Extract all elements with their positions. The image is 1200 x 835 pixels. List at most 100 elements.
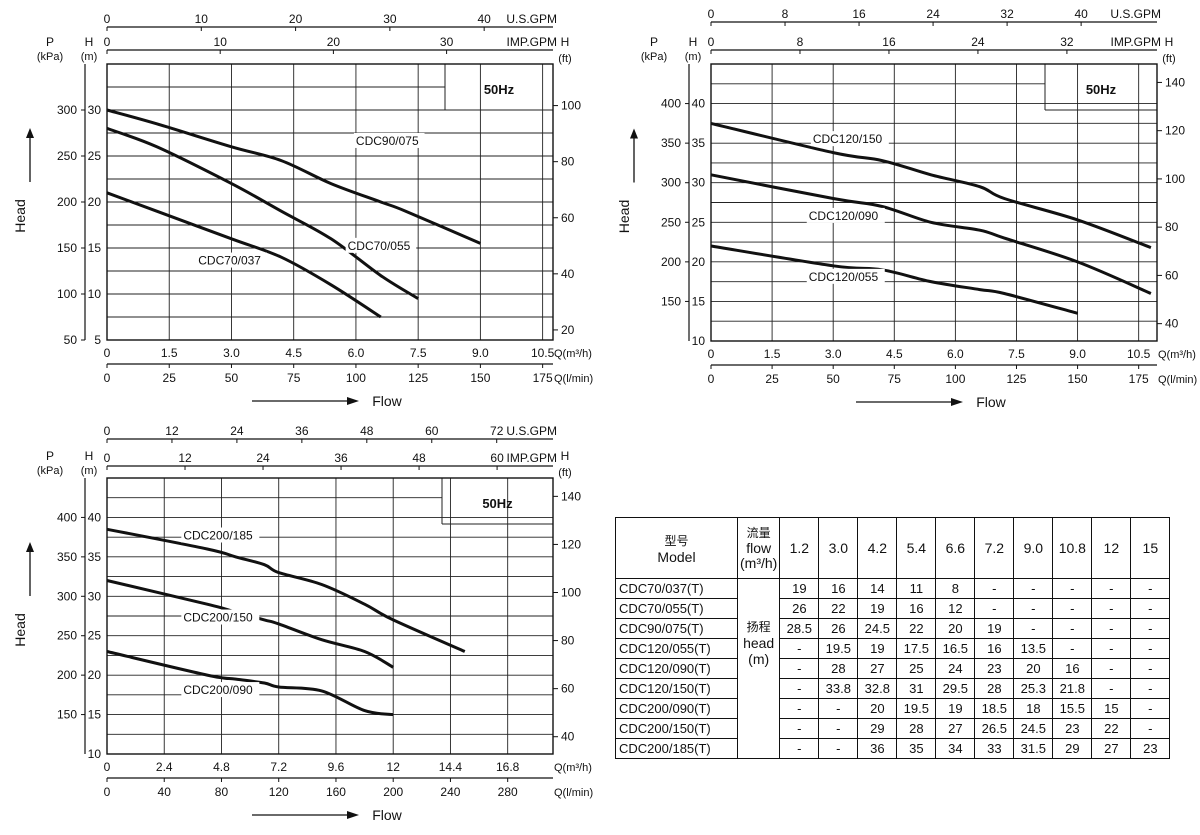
head-value-cell: 23 (1052, 718, 1093, 739)
series-label-CDC200-185: CDC200/185 (183, 529, 253, 543)
ft-axis-label: H (561, 449, 570, 463)
top-axis-tick-label: 8 (782, 7, 789, 21)
performance-table-wrapper: 型号 Model 流量 flow (m³/h) 1.2 3.0 4.2 5.4 6.6 7… (615, 517, 1171, 759)
ft-axis-tick-label: 20 (561, 323, 575, 337)
model-cell: CDC120/055(T) (615, 638, 738, 659)
model-header-cn: 型号 (664, 533, 689, 548)
performance-table: 型号 Model 流量 flow (m³/h) 1.2 3.0 4.2 5.4 6.6 7… (615, 517, 1171, 759)
p-axis-tick-label: 350 (661, 136, 681, 150)
x-axis-tick-label: 7.2 (270, 760, 287, 774)
ft-axis-unit: (ft) (558, 53, 571, 65)
h-axis-tick-label: 20 (88, 195, 102, 209)
x-axis-tick-label: 7.5 (1008, 347, 1025, 361)
plot-frame (710, 63, 1158, 342)
x-axis-tick-label: 6.0 (947, 347, 964, 361)
head-value-cell: 24 (935, 658, 976, 679)
head-value-cell: 18.5 (974, 698, 1015, 719)
head-value-cell: 29.5 (935, 678, 976, 699)
head-value-cell: 13.5 (1013, 638, 1054, 659)
top-axis-tick-label: 24 (230, 424, 244, 438)
x2-axis-tick-label: 40 (158, 785, 172, 799)
flow-col-header: 10.8 (1052, 517, 1093, 579)
head-label-cn: 扬程 (746, 620, 771, 634)
h-axis-tick-label: 30 (88, 589, 102, 603)
head-value-cell: 16 (974, 638, 1015, 659)
head-value-cell: - (1130, 678, 1171, 699)
chart-1: 50Hz 0 10 20 30 40 U.S.GPM 0 10 20 30 IMP.GPM 5 10 15 2… (12, 12, 593, 409)
head-value-cell: 22 (818, 598, 859, 619)
top-axis-tick-label: 60 (490, 451, 504, 465)
head-value-cell: - (818, 738, 859, 759)
x-axis-tick-label: 16.8 (496, 760, 520, 774)
top-axis-tick-label: 24 (256, 451, 270, 465)
head-value-cell: 21.8 (1052, 678, 1093, 699)
head-value-cell: 29 (1052, 738, 1093, 759)
head-value-cell: 27 (935, 718, 976, 739)
plot-frame (106, 477, 554, 755)
ft-axis-tick-label: 60 (1165, 268, 1179, 282)
x-axis-tick-label: 4.5 (886, 347, 903, 361)
head-value-cell: 22 (896, 618, 937, 639)
p-axis-tick-label: 150 (57, 241, 77, 255)
head-value-cell: 28 (818, 658, 859, 679)
top-axis-tick-label: 20 (289, 12, 303, 26)
x-axis-label: Q(m³/h) (554, 348, 592, 360)
top-axis-tick-label: 20 (327, 35, 341, 49)
table-header-row: 型号 Model 流量 flow (m³/h) 1.2 3.0 4.2 5.4 6.6 7… (615, 517, 1171, 579)
h-axis-tick-label: 10 (88, 287, 102, 301)
bottom-label-flow: Flow (372, 807, 402, 823)
x2-axis-label: Q(l/min) (554, 373, 593, 385)
x2-axis-tick-label: 175 (533, 371, 553, 385)
x-axis-tick-label: 1.5 (161, 346, 178, 360)
series-label-bg (181, 527, 260, 543)
head-value-cell: - (1130, 718, 1171, 739)
head-value-cell: 35 (896, 738, 937, 759)
head-value-cell: 25.3 (1013, 678, 1054, 699)
series-label-bg (353, 132, 425, 148)
x-axis-tick-label: 9.6 (328, 760, 345, 774)
p-axis-tick-label: 300 (57, 103, 77, 117)
p-axis-tick-label: 200 (57, 668, 77, 682)
ft-axis-label: H (561, 35, 570, 49)
series-label-bg (181, 609, 260, 625)
head-value-cell: 11 (896, 578, 937, 599)
x2-axis-tick-label: 120 (269, 785, 289, 799)
ft-axis-tick-label: 80 (1165, 220, 1179, 234)
frequency-label: 50Hz (484, 82, 515, 97)
x2-axis-tick-label: 150 (1068, 372, 1088, 386)
top-axis-tick-label: 10 (195, 12, 209, 26)
top-axis-tick-label: 30 (383, 12, 397, 26)
top-axis-tick-label: 16 (852, 7, 866, 21)
head-value-cell: 26 (779, 598, 820, 619)
head-value-cell: 22 (1091, 718, 1132, 739)
h-axis-tick-label: 30 (88, 103, 102, 117)
x2-axis-tick-label: 125 (408, 371, 428, 385)
series-label-CDC90-075: CDC90/075 (356, 134, 419, 148)
model-cell: CDC90/075(T) (615, 618, 738, 639)
top-axis-tick-label: 36 (295, 424, 309, 438)
series-label-CDC200-090: CDC200/090 (183, 683, 253, 697)
series-line-CDC200-090 (106, 650, 394, 717)
flow-header-unit: (m³/h) (740, 554, 778, 571)
head-value-cell: 19 (935, 698, 976, 719)
head-label-en: head (743, 635, 775, 651)
series-label-CDC120-055: CDC120/055 (809, 270, 879, 284)
x2-axis-tick-label: 0 (104, 785, 111, 799)
x2-axis-tick-label: 75 (888, 372, 902, 386)
frequency-label: 50Hz (482, 496, 513, 511)
h-axis-label: H (689, 35, 698, 49)
ft-axis-tick-label: 140 (561, 489, 581, 503)
ft-axis-tick-label: 80 (561, 155, 575, 169)
x2-axis-tick-label: 150 (470, 371, 490, 385)
head-value-cell: - (1091, 598, 1132, 619)
p-axis-tick-label: 250 (57, 629, 77, 643)
head-value-cell: - (1091, 658, 1132, 679)
head-value-cell: - (779, 638, 820, 659)
model-cell: CDC70/037(T) (615, 578, 738, 599)
top-axis-tick-label: 30 (440, 35, 454, 49)
head-value-cell: 25 (896, 658, 937, 679)
x-axis-label: Q(m³/h) (554, 762, 592, 774)
h-axis-unit: (m) (81, 465, 98, 477)
table-row: CDC200/090(T) - -20 19.5 19 18.5 18 15.5 15- (615, 698, 1171, 719)
h-axis-tick-label: 20 (88, 668, 102, 682)
